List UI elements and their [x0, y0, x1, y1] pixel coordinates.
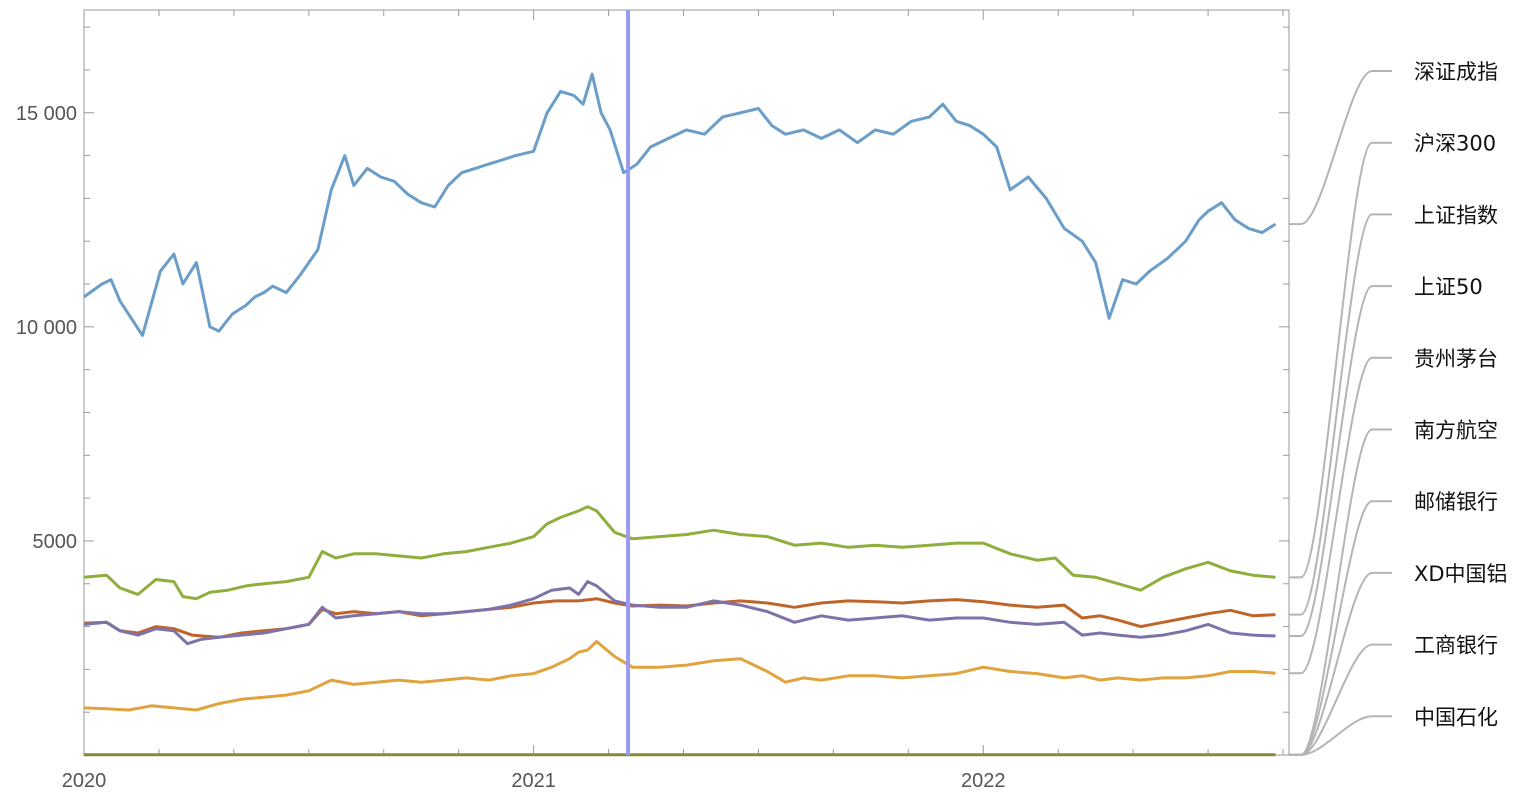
y-minor-ticks [84, 26, 1289, 713]
x-tick-label: 2020 [62, 770, 107, 792]
legend-label[interactable]: XD中国铝 [1414, 562, 1508, 586]
legend-leader-line [1289, 285, 1392, 637]
legend-label[interactable]: 工商银行 [1414, 634, 1498, 658]
legend-leader-line [1289, 715, 1392, 756]
plot-frame [83, 9, 1290, 756]
x-tick-label: 2022 [961, 770, 1006, 792]
legend-leader-line [1289, 213, 1392, 616]
legend-label[interactable]: 贵州茅台 [1414, 347, 1498, 371]
legend-leader-line [1289, 356, 1392, 675]
x-minor-ticks [83, 10, 1284, 755]
series-line-4[interactable] [83, 580, 1276, 646]
legend-label[interactable]: 南方航空 [1414, 419, 1498, 443]
series-line-5[interactable] [83, 640, 1276, 712]
legend-leader-line [1289, 571, 1392, 756]
legend-label[interactable]: 深证成指 [1414, 60, 1498, 84]
legend-leader-line [1289, 428, 1392, 756]
y-tick-label: 15 000 [16, 103, 77, 125]
x-tick-label: 2021 [511, 770, 556, 792]
legend-leader-line [1289, 500, 1392, 756]
y-tick-label: 10 000 [16, 317, 77, 339]
legend-leader-line [1289, 70, 1392, 226]
series-layer [83, 72, 1277, 757]
legend-label[interactable]: 上证50 [1414, 275, 1483, 299]
series-line-1[interactable] [83, 72, 1277, 337]
legend-label[interactable]: 上证指数 [1414, 203, 1498, 227]
series-line-2[interactable] [83, 505, 1276, 601]
legend-leader-line [1289, 141, 1392, 579]
series-line-3[interactable] [83, 597, 1276, 639]
y-axis-labels: 5000 10 000 15 000 [16, 103, 77, 553]
legend-label[interactable]: 沪深300 [1414, 132, 1496, 156]
legend-label[interactable]: 邮储银行 [1414, 490, 1498, 514]
legend-label[interactable]: 中国石化 [1414, 705, 1498, 729]
x-axis-labels: 2020 2021 2022 [62, 770, 1006, 792]
legend-leader-line [1289, 643, 1392, 756]
y-tick-label: 5000 [33, 531, 78, 553]
